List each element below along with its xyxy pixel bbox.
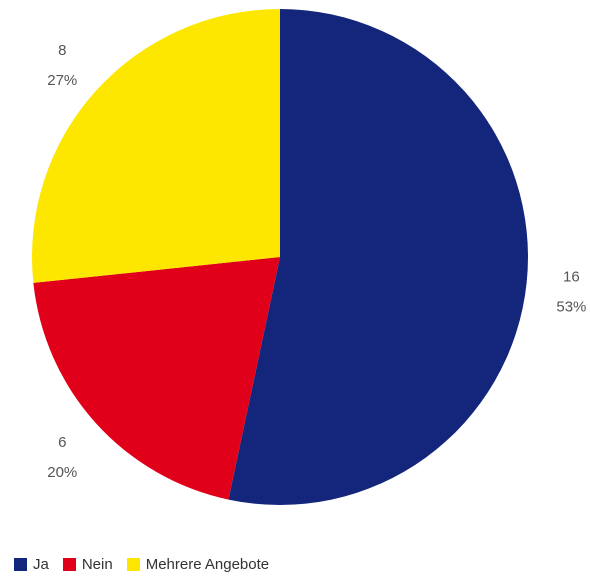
slice-count-label-ja: 16 — [563, 269, 580, 286]
legend-item-mehrere-angebote: Mehrere Angebote — [126, 555, 270, 573]
slice-percent-label-nein: 20% — [47, 464, 77, 481]
legend-swatch-nein — [62, 557, 76, 571]
legend-label-mehrere-angebote: Mehrere Angebote — [145, 555, 270, 573]
pie-chart-plot: 16 53% 6 20% 8 27% — [31, 9, 586, 505]
slice-count-label-nein: 6 — [58, 434, 66, 451]
pie-slice-ja — [228, 9, 528, 505]
legend-item-nein: Nein — [62, 555, 113, 573]
slice-percent-label-mehrere-angebote: 27% — [47, 72, 77, 89]
legend-swatch-ja — [14, 557, 27, 571]
legend-swatch-mehrere-angebote — [126, 557, 140, 571]
legend: Ja Nein Mehrere Angebote — [14, 555, 283, 573]
legend-item-ja: Ja — [14, 556, 49, 573]
pie-slice-nein — [33, 257, 281, 500]
pie-slice-mehrere-angebote — [31, 9, 280, 283]
legend-label-nein: Nein — [81, 555, 113, 573]
slice-percent-label-ja: 53% — [556, 299, 586, 316]
slice-count-label-mehrere-angebote: 8 — [58, 42, 66, 59]
legend-label-ja: Ja — [33, 555, 49, 573]
